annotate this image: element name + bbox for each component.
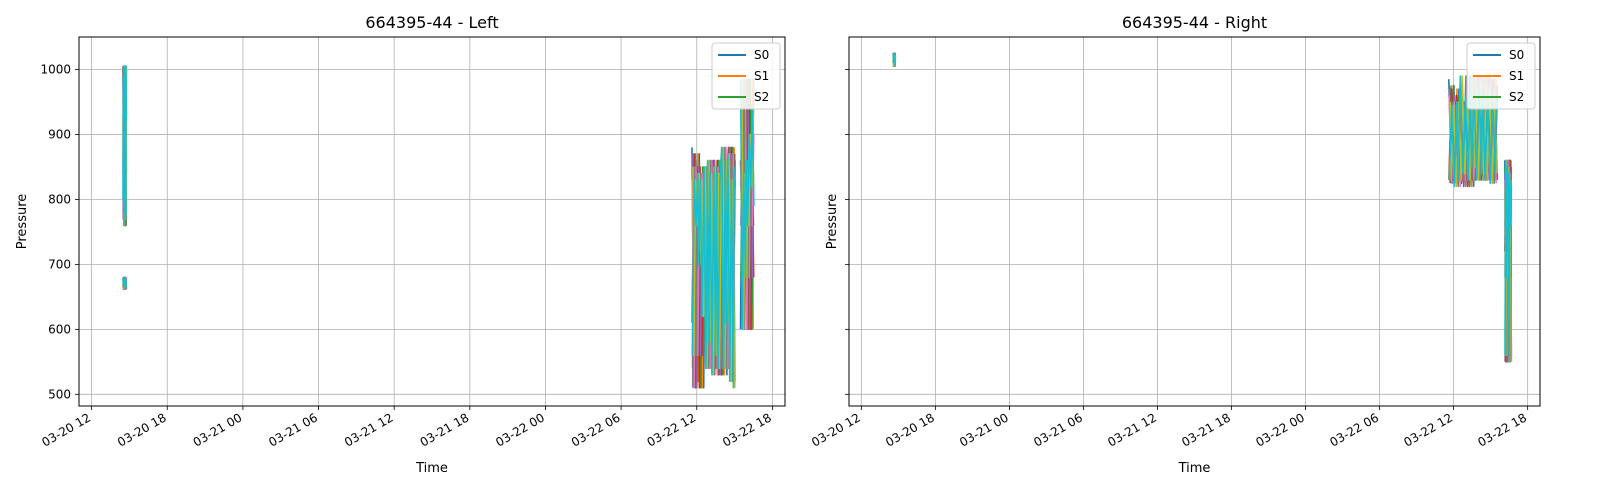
y-tick-label: 700 (48, 257, 71, 271)
legend: S0 S1 S2 (1466, 42, 1536, 110)
series-line (691, 146, 735, 389)
series-line (122, 276, 127, 290)
data-series (892, 52, 1513, 363)
y-tick-label: 600 (48, 322, 71, 336)
data-series (122, 65, 755, 389)
legend-label: S0 (1509, 48, 1524, 62)
plot-area (79, 37, 785, 406)
y-axis-label: Pressure (15, 194, 30, 250)
y-axis-label: Pressure (825, 194, 840, 250)
y-tick-label: 800 (48, 192, 71, 206)
legend-label: S2 (1509, 90, 1524, 104)
series-line (1504, 159, 1513, 363)
series-line (1448, 75, 1497, 188)
x-axis-label: Time (415, 461, 448, 476)
chart-title: 664395-44 - Right (1122, 13, 1267, 32)
axes-frame (78, 36, 786, 407)
legend-label: S0 (754, 48, 769, 62)
legend-label: S2 (754, 90, 769, 104)
y-tick-label: 1000 (40, 62, 71, 76)
plot-area (849, 37, 1540, 406)
axes-frame (848, 36, 1541, 407)
legend: S0 S1 S2 (711, 42, 781, 110)
series-line (122, 65, 127, 227)
grid-lines (849, 37, 1540, 406)
y-tick-label: 900 (48, 127, 71, 141)
series-line (892, 53, 896, 67)
legend-label: S1 (1509, 69, 1524, 83)
chart-title: 664395-44 - Left (365, 13, 498, 32)
x-axis-label: Time (1178, 461, 1211, 476)
left-chart-panel: 03-20 12 03-20 18 03-21 00 03-21 06 03-21 12… (15, 13, 786, 476)
y-tick-label: 500 (48, 387, 71, 401)
legend-label: S1 (754, 69, 769, 83)
series-line (739, 79, 755, 331)
grid-lines (79, 37, 785, 406)
